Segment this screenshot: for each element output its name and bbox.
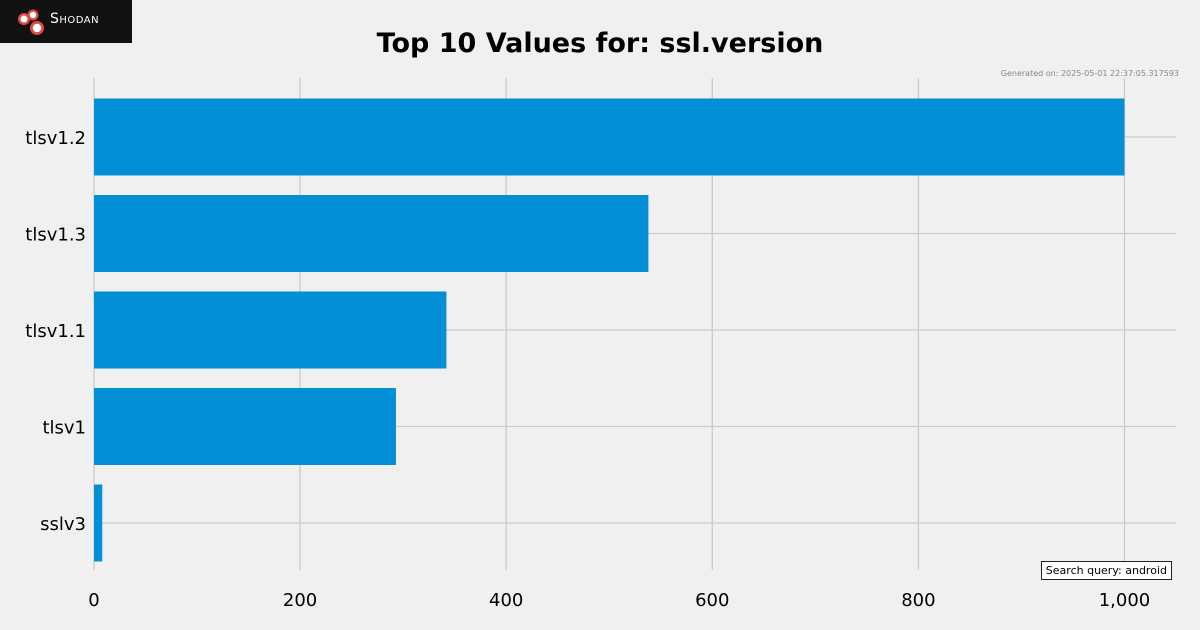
category-label: tlsv1.2 bbox=[25, 128, 86, 149]
shodan-logo-icon bbox=[18, 9, 44, 35]
x-tick-label: 400 bbox=[489, 590, 523, 611]
bar-tlsv1-1 bbox=[94, 291, 447, 369]
x-tick-label: 1,000 bbox=[1099, 590, 1151, 611]
search-query-box: Search query: android bbox=[1040, 561, 1172, 580]
category-label: tlsv1 bbox=[42, 418, 86, 439]
chart-title: Top 10 Values for: ssl.version bbox=[376, 28, 824, 59]
x-tick-label: 800 bbox=[901, 590, 935, 611]
x-tick-label: 200 bbox=[283, 590, 317, 611]
generated-timestamp: Generated on: 2025-05-01 22:37:05.317593 bbox=[1000, 69, 1179, 78]
bar-tlsv1-3 bbox=[94, 195, 649, 272]
category-label: sslv3 bbox=[40, 514, 86, 535]
x-tick-label: 600 bbox=[695, 590, 729, 611]
bar-tlsv1-2 bbox=[94, 98, 1125, 176]
category-label: tlsv1.1 bbox=[25, 321, 86, 342]
shodan-logo-text: Shodan bbox=[50, 11, 100, 27]
category-labels: tlsv1.2 tlsv1.3 tlsv1.1 tlsv1 sslv3 bbox=[25, 128, 86, 535]
bar-tlsv1 bbox=[94, 388, 396, 465]
shodan-logo: Shodan bbox=[0, 0, 132, 43]
x-tick-labels: 0 200 400 600 800 1,000 bbox=[88, 590, 1150, 611]
bar-sslv3 bbox=[94, 484, 103, 562]
bars bbox=[94, 98, 1125, 562]
x-tick-label: 0 bbox=[88, 590, 99, 611]
category-label: tlsv1.3 bbox=[25, 225, 86, 246]
